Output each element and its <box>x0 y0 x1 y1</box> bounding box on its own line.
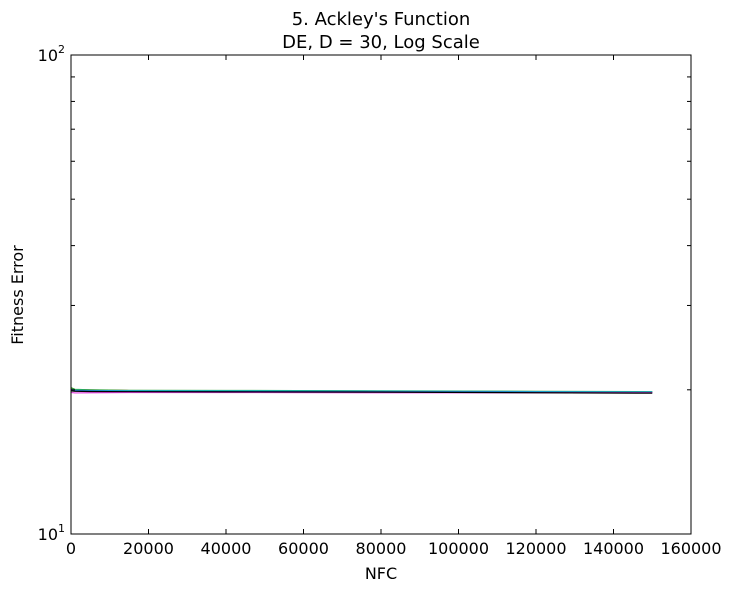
series-layer <box>70 387 653 394</box>
x-tick-label: 0 <box>66 539 76 558</box>
y-tick-label: 102 <box>38 43 65 65</box>
y-tick-label: 101 <box>38 522 65 544</box>
x-tick-label: 20000 <box>123 539 174 558</box>
x-tick-label: 40000 <box>201 539 252 558</box>
chart-subtitle: DE, D = 30, Log Scale <box>282 32 480 53</box>
chart-title: 5. Ackley's Function <box>292 9 471 30</box>
series-line-3 <box>70 388 653 393</box>
plot-frame <box>70 54 692 535</box>
x-tick-label: 120000 <box>505 539 566 558</box>
x-tick-label: 80000 <box>356 539 407 558</box>
plot-area <box>71 55 691 534</box>
y-axis-label: Fitness Error <box>8 245 27 345</box>
x-tick-label: 60000 <box>278 539 329 558</box>
tick-layer: 0 20000 40000 60000 80000 100000 120000 140000 1… <box>38 43 722 558</box>
x-tick-label: 140000 <box>583 539 644 558</box>
series-line-6 <box>70 390 653 394</box>
x-tick-label: 160000 <box>660 539 721 558</box>
x-axis-label: NFC <box>365 564 397 583</box>
x-tick-label: 100000 <box>428 539 489 558</box>
